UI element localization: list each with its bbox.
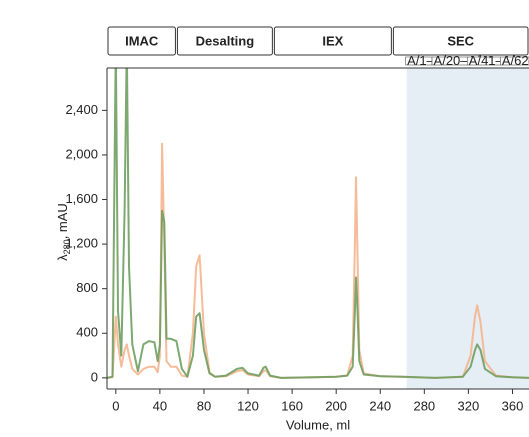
y-tick-label: 2,000	[65, 146, 98, 161]
x-tick-label: 120	[237, 398, 259, 413]
sec-shade	[406, 68, 529, 389]
x-tick-label: 320	[458, 398, 480, 413]
step-box	[392, 26, 529, 56]
fraction-label: A/62–A	[502, 53, 529, 68]
x-tick-label: 240	[369, 398, 391, 413]
step-box	[107, 26, 176, 56]
step-label: Desalting	[196, 33, 255, 48]
y-label-subscript: 280	[62, 239, 72, 254]
y-label-unit: , mAU	[55, 203, 70, 239]
x-tick-label: 0	[112, 398, 119, 413]
y-tick-label: 800	[76, 280, 98, 295]
y-axis-label: λ280, mAU	[55, 203, 72, 261]
x-axis-label: Volume, ml	[286, 417, 350, 432]
step-box	[176, 26, 273, 56]
y-tick-label: 0	[91, 369, 98, 384]
y-tick-label: 400	[76, 325, 98, 340]
step-label: IMAC	[125, 33, 159, 48]
step-label: SEC	[447, 33, 474, 48]
step-label: IEX	[322, 33, 343, 48]
series-line	[107, 68, 529, 379]
y-label-symbol: λ	[55, 254, 70, 261]
y-tick-label: 1,200	[65, 236, 98, 251]
lines-layer	[107, 68, 529, 379]
shade-layer	[406, 68, 529, 389]
x-tick-label: 360	[502, 398, 524, 413]
x-tick-label: 40	[153, 398, 167, 413]
x-tick-label: 280	[413, 398, 435, 413]
step-box	[273, 26, 392, 56]
x-tick-label: 160	[281, 398, 303, 413]
x-tick-label: 80	[197, 398, 211, 413]
y-tick-label: 1,600	[65, 191, 98, 206]
y-tick-label: 2,400	[65, 102, 98, 117]
x-tick-label: 200	[325, 398, 347, 413]
